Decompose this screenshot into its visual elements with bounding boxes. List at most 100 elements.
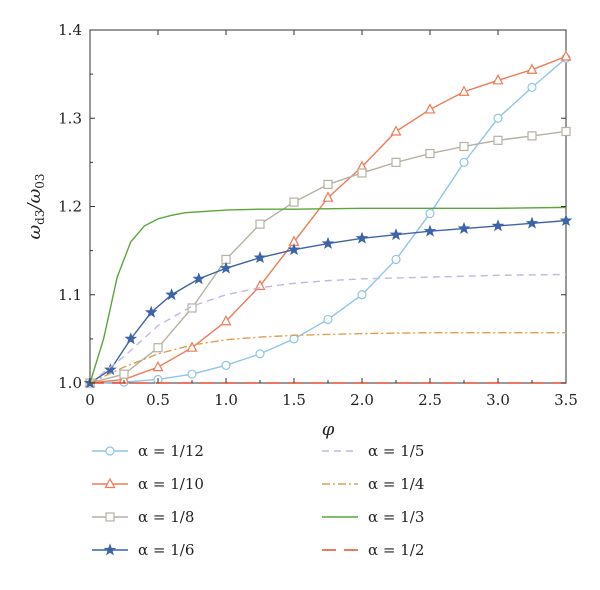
series-layer xyxy=(83,50,573,389)
series-line xyxy=(89,206,567,384)
y-label-sub2: 03 xyxy=(33,173,47,188)
y-label-sep: /ω xyxy=(24,188,45,211)
data-point-marker xyxy=(103,543,117,556)
data-point-marker xyxy=(525,216,539,229)
data-point-marker xyxy=(391,254,401,265)
x-tick-label: 3.5 xyxy=(554,391,578,409)
legend-label: α = 1/12 xyxy=(138,442,204,460)
legend: α = 1/12 α = 1/10 α = 1/8 α = 1/6 α = 1/5 α =… xyxy=(92,442,424,559)
data-point-marker xyxy=(152,360,164,372)
y-tick-label: 1.0 xyxy=(58,374,82,392)
data-point-marker xyxy=(355,231,369,244)
data-point-marker xyxy=(389,228,403,241)
x-tick-label: 0.5 xyxy=(146,391,170,409)
data-point-marker xyxy=(561,126,571,137)
y-label-sub1: d3 xyxy=(33,210,47,225)
data-point-marker xyxy=(458,85,470,96)
data-point-marker xyxy=(459,141,469,152)
plot-area: 0 0.5 1.0 1.5 2.0 2.5 3.0 3.5 1.0 1.1 1.2 1.3 1.4 xyxy=(58,21,578,409)
legend-label: α = 1/5 xyxy=(368,442,424,460)
legend-label: α = 1/6 xyxy=(138,541,194,559)
y-axis-label: ωd3/ω03 xyxy=(24,173,47,239)
data-point-marker xyxy=(526,63,538,74)
legend-item-1: α = 1/12 xyxy=(92,442,204,460)
data-point-marker xyxy=(165,288,178,301)
data-point-marker xyxy=(187,369,197,379)
data-point-marker xyxy=(287,243,301,256)
series-2 xyxy=(84,50,572,388)
x-tick-label: 0 xyxy=(85,391,95,409)
series-line xyxy=(89,332,566,384)
series-5 xyxy=(89,273,567,384)
data-point-marker xyxy=(221,360,231,370)
data-point-marker xyxy=(559,213,573,226)
data-point-marker xyxy=(192,272,206,285)
data-point-marker xyxy=(254,279,266,291)
data-point-marker xyxy=(493,113,503,123)
data-point-marker xyxy=(424,103,436,114)
data-point-marker xyxy=(425,208,435,219)
legend-item-4: α = 1/6 xyxy=(92,541,194,559)
series-7 xyxy=(89,206,567,384)
data-point-marker xyxy=(459,157,469,167)
legend-item-6: α = 1/4 xyxy=(322,475,424,493)
data-point-marker xyxy=(289,197,299,207)
legend-item-7: α = 1/3 xyxy=(322,508,424,526)
data-point-marker xyxy=(255,219,265,229)
data-point-marker xyxy=(391,157,401,167)
data-point-marker xyxy=(457,221,471,234)
data-point-marker xyxy=(390,125,402,136)
data-point-marker xyxy=(255,349,265,359)
legend-label: α = 1/10 xyxy=(138,475,204,493)
data-point-marker xyxy=(153,343,163,353)
series-line xyxy=(89,273,567,384)
legend-item-5: α = 1/5 xyxy=(322,442,424,460)
data-point-marker xyxy=(322,191,334,202)
data-point-marker xyxy=(560,50,572,61)
series-3 xyxy=(85,126,571,388)
series-6 xyxy=(89,332,566,384)
data-point-marker xyxy=(423,224,437,237)
x-tick-label: 1.5 xyxy=(282,391,306,409)
data-point-marker xyxy=(527,131,537,141)
data-point-marker xyxy=(357,168,367,178)
y-tick-label: 1.1 xyxy=(58,286,82,304)
data-point-marker xyxy=(104,477,116,489)
x-axis-label: φ xyxy=(322,419,335,440)
x-tick-label: 2.5 xyxy=(418,391,442,409)
data-point-marker xyxy=(357,290,367,300)
legend-label: α = 1/8 xyxy=(138,508,194,526)
data-point-marker xyxy=(527,82,537,92)
y-tick-label: 1.4 xyxy=(58,21,82,39)
data-point-marker xyxy=(492,74,504,85)
data-point-marker xyxy=(491,219,505,232)
data-point-marker xyxy=(144,305,158,318)
y-label-main: ω xyxy=(24,225,45,240)
x-tick-label: 1.0 xyxy=(214,391,238,409)
data-point-marker xyxy=(186,341,198,352)
legend-label: α = 1/3 xyxy=(368,508,424,526)
data-point-marker xyxy=(220,314,232,326)
data-point-marker xyxy=(425,148,435,159)
series-4 xyxy=(83,213,573,389)
data-point-marker xyxy=(253,251,267,264)
legend-item-2: α = 1/10 xyxy=(92,475,204,493)
data-point-marker xyxy=(323,314,333,325)
data-point-marker xyxy=(493,135,503,145)
data-point-marker xyxy=(119,369,129,379)
y-tick-label: 1.3 xyxy=(58,109,82,127)
x-tick-label: 3.0 xyxy=(486,391,510,409)
data-point-marker xyxy=(219,261,233,274)
legend-label: α = 1/4 xyxy=(368,475,424,493)
y-tick-label: 1.2 xyxy=(58,198,82,216)
ticks-layer: 0 0.5 1.0 1.5 2.0 2.5 3.0 3.5 1.0 1.1 1.2 1.3 1.4 xyxy=(58,21,578,409)
data-point-marker xyxy=(105,446,115,456)
data-point-marker xyxy=(105,512,115,522)
legend-label: α = 1/2 xyxy=(368,541,424,559)
data-point-marker xyxy=(124,332,138,345)
x-tick-label: 2.0 xyxy=(350,391,374,409)
data-point-marker xyxy=(104,363,117,376)
series-1 xyxy=(85,53,571,388)
data-point-marker xyxy=(323,179,333,190)
